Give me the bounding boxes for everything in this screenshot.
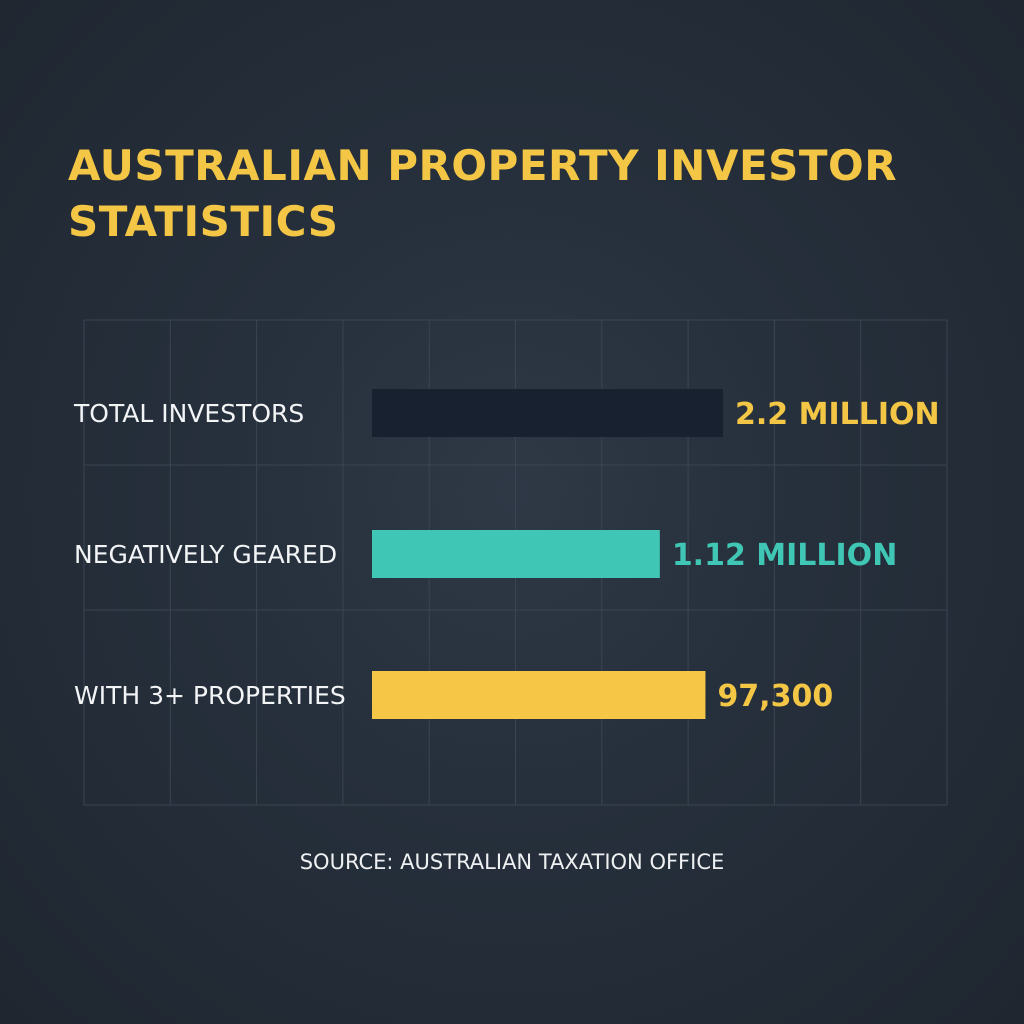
bar <box>372 671 706 719</box>
category-label: WITH 3+ PROPERTIES <box>74 681 346 710</box>
value-label: 2.2 MILLION <box>735 397 940 432</box>
category-label: NEGATIVELY GEARED <box>74 540 337 569</box>
bar <box>372 530 660 578</box>
category-label: TOTAL INVESTORS <box>73 399 304 428</box>
chart-title: AUSTRALIAN PROPERTY INVESTOR STATISTICS <box>68 141 898 246</box>
value-label: 97,300 <box>717 679 833 714</box>
source-note: SOURCE: AUSTRALIAN TAXATION OFFICE <box>299 850 725 874</box>
bar <box>372 389 723 437</box>
value-label: 1.12 MILLION <box>672 538 897 573</box>
chart-bars: TOTAL INVESTORS 2.2 MILLION NEGATIVELY GEA… <box>73 389 940 719</box>
